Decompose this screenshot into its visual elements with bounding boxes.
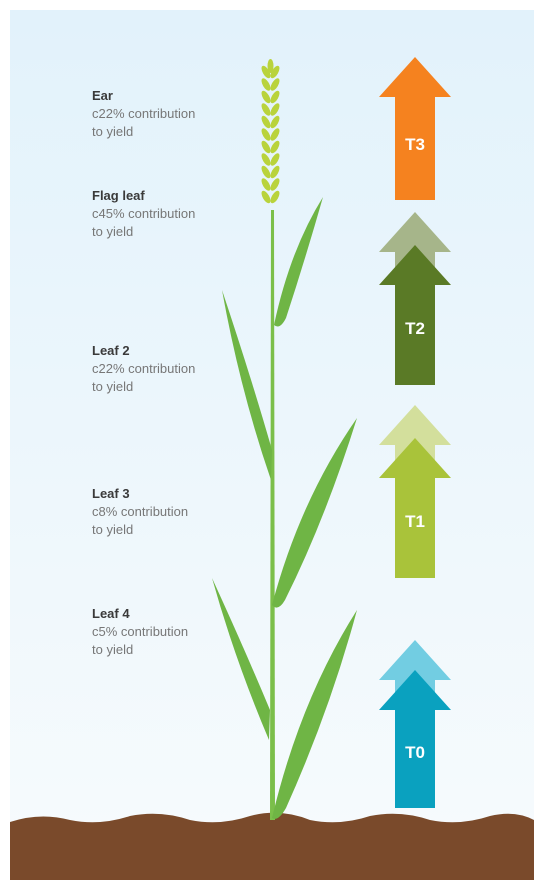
- timing-label: T2: [405, 319, 425, 338]
- stage-detail: to yield: [92, 124, 133, 139]
- stage-name: Leaf 4: [92, 606, 130, 621]
- stage-detail: c22% contribution: [92, 361, 195, 376]
- stage-name: Leaf 2: [92, 343, 130, 358]
- stage-name: Ear: [92, 88, 113, 103]
- infographic: Ear c22% contribution to yield Flag leaf c45…: [0, 0, 544, 890]
- timing-label: T3: [405, 135, 425, 154]
- soil: [10, 813, 534, 880]
- timing-label: T1: [405, 512, 425, 531]
- stage-detail: to yield: [92, 379, 133, 394]
- stage-detail: c22% contribution: [92, 106, 195, 121]
- stage-detail: to yield: [92, 642, 133, 657]
- stage-detail: c45% contribution: [92, 206, 195, 221]
- stage-detail: c8% contribution: [92, 504, 188, 519]
- stage-name: Leaf 3: [92, 486, 130, 501]
- timing-label: T0: [405, 743, 425, 762]
- stage-detail: c5% contribution: [92, 624, 188, 639]
- stage-name: Flag leaf: [92, 188, 145, 203]
- stage-detail: to yield: [92, 224, 133, 239]
- stage-detail: to yield: [92, 522, 133, 537]
- grain: [268, 59, 274, 73]
